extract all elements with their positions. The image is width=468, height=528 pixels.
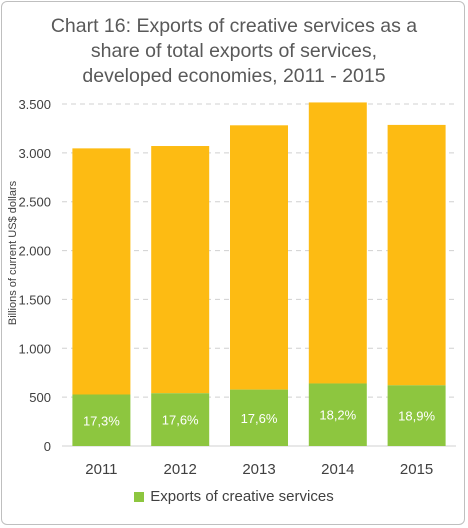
bar-total-services <box>308 102 367 384</box>
bar-creative-services <box>230 389 288 446</box>
data-label: 17,6% <box>162 413 199 428</box>
y-tick-label: 3.500 <box>18 97 51 112</box>
y-tick-label: 1.500 <box>18 292 51 307</box>
bar-total-services <box>387 124 446 386</box>
x-tick-label: 2011 <box>85 461 117 478</box>
bar-total-services <box>72 148 131 395</box>
bar-creative-services <box>151 393 210 446</box>
y-tick-label: 0 <box>44 439 51 454</box>
legend: Exports of creative services <box>0 488 468 505</box>
y-tick-label: 500 <box>29 390 51 405</box>
bar-creative-services <box>387 385 446 446</box>
y-tick-label: 1.000 <box>18 341 51 356</box>
x-tick-label: 2014 <box>321 461 354 478</box>
y-tick-label: 2.000 <box>18 244 51 259</box>
x-tick-label: 2012 <box>164 461 197 478</box>
y-axis-title: Billions of current US$ dollars <box>7 180 19 325</box>
title-line-2: share of total exports of services, <box>90 40 378 62</box>
legend-label-creative: Exports of creative services <box>150 488 334 505</box>
bar-creative-services <box>308 383 367 446</box>
data-label: 17,6% <box>241 411 278 426</box>
y-tick-label: 2.500 <box>18 195 51 210</box>
data-label: 18,2% <box>319 408 356 423</box>
legend-swatch-creative <box>134 492 145 502</box>
x-tick-label: 2013 <box>242 461 275 478</box>
data-label: 18,9% <box>398 409 435 424</box>
chart-title: Chart 16: Exports of creative services a… <box>0 14 468 89</box>
bar-total-services <box>230 125 288 390</box>
data-label: 17,3% <box>83 413 120 428</box>
bar-total-services <box>151 146 210 394</box>
x-tick-label: 2015 <box>400 461 433 478</box>
y-tick-label: 3.000 <box>18 146 51 161</box>
title-line-1: Chart 16: Exports of creative services a… <box>50 15 418 37</box>
title-line-3: developed economies, 2011 - 2015 <box>82 65 386 87</box>
bar-creative-services <box>72 394 131 446</box>
